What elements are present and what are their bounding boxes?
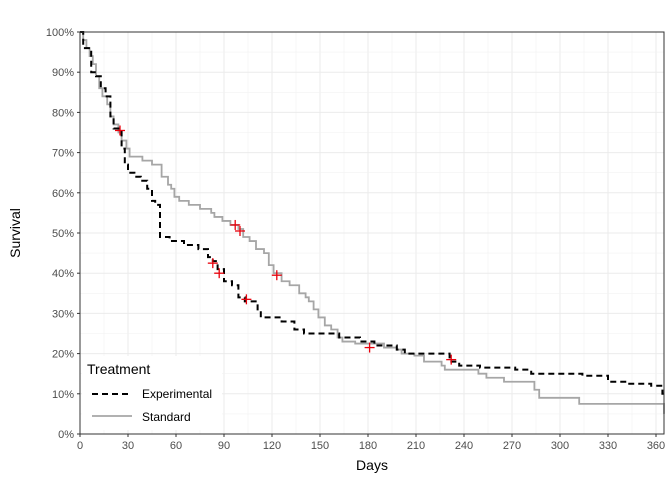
y-tick-label: 0%: [58, 429, 74, 441]
y-tick-label: 70%: [52, 148, 74, 160]
series-line-standard: [80, 31, 665, 414]
y-tick-label: 60%: [52, 188, 74, 200]
y-axis-ticks: 0% 10% 20% 30% 40% 50% 60% 70% 80% 90% 100%: [46, 27, 80, 441]
y-tick-label: 20%: [52, 349, 74, 361]
x-tick-label: 330: [599, 440, 617, 452]
x-axis-ticks: 0 30 60 90 120 150 180 210 240 270 300 330 360: [77, 434, 665, 452]
censor-mark-experimental: [115, 125, 125, 136]
y-tick-label: 10%: [52, 389, 74, 401]
y-axis-title: Survival: [7, 208, 23, 258]
x-tick-label: 300: [551, 440, 569, 452]
x-tick-label: 210: [407, 440, 425, 452]
x-tick-label: 360: [647, 440, 665, 452]
x-axis-title: Days: [356, 457, 388, 473]
x-tick-label: 0: [77, 440, 83, 452]
x-tick-label: 150: [311, 440, 329, 452]
x-tick-label: 270: [503, 440, 521, 452]
grid-layer: [79, 31, 664, 435]
legend: Treatment Experimental Standard: [82, 356, 222, 430]
censor-layer: [115, 125, 457, 365]
x-tick-label: 30: [122, 440, 134, 452]
legend-label-standard: Standard: [142, 410, 191, 424]
y-tick-label: 50%: [52, 228, 74, 240]
series-layer: [80, 31, 665, 414]
censor-mark-standard: [230, 219, 241, 230]
x-tick-label: 90: [218, 440, 230, 452]
y-tick-label: 40%: [52, 268, 74, 280]
censor-mark-experimental: [241, 294, 252, 305]
censor-mark-standard: [235, 225, 245, 236]
legend-label-experimental: Experimental: [142, 387, 212, 401]
y-tick-label: 30%: [52, 308, 74, 320]
x-tick-label: 180: [359, 440, 377, 452]
censor-mark-experimental: [446, 354, 457, 365]
censor-mark-experimental: [207, 258, 218, 269]
y-tick-label: 80%: [52, 107, 74, 119]
y-tick-label: 100%: [46, 27, 74, 39]
y-tick-label: 90%: [52, 67, 74, 79]
series-line-experimental: [80, 31, 664, 395]
censor-mark-experimental: [214, 268, 225, 279]
x-tick-label: 240: [455, 440, 473, 452]
x-tick-label: 120: [263, 440, 281, 452]
x-tick-label: 60: [170, 440, 182, 452]
censor-mark-experimental: [364, 342, 375, 353]
censor-mark-standard: [271, 270, 282, 281]
legend-title: Treatment: [87, 361, 150, 377]
